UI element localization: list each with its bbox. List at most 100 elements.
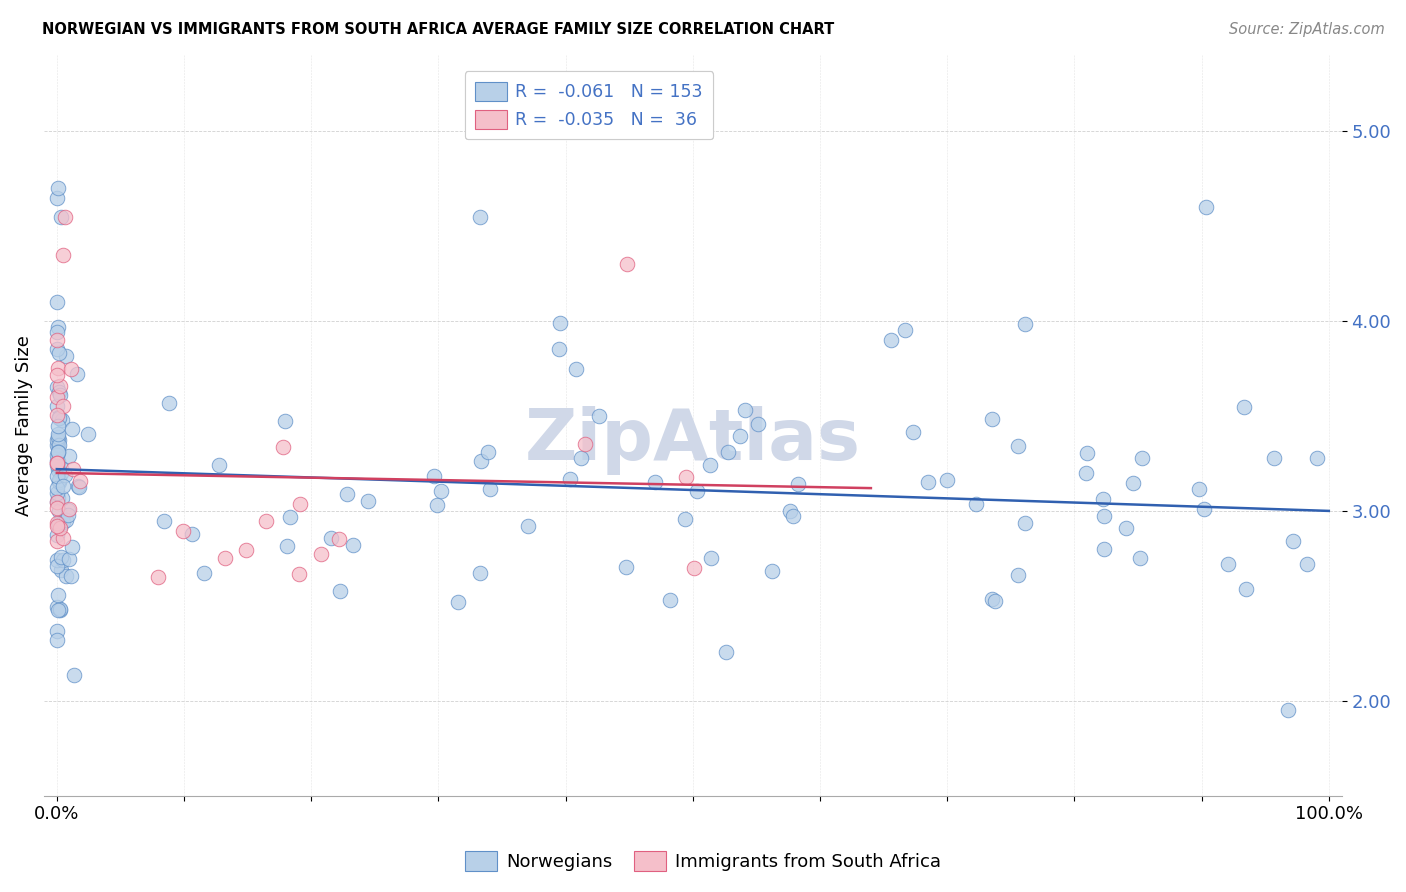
Point [45,368,67,382]
Point [1115,521,1137,535]
Point [46,380,69,394]
Point [981,411,1004,425]
Point [63,667,86,681]
Point [747,417,769,431]
Point [48,430,70,444]
Point [479,483,502,497]
Point [1092,492,1115,507]
Point [46,419,69,434]
Point [673,512,696,526]
Point [548,316,571,330]
Point [782,508,804,523]
Point [49,602,72,616]
Point [447,595,470,609]
Point [936,473,959,487]
Point [1076,446,1098,460]
Point [893,324,915,338]
Point [880,333,903,347]
Point [981,591,1004,606]
Point [699,551,721,566]
Point [319,531,342,545]
Point [468,566,491,581]
Point [214,551,236,566]
Point [52,478,75,492]
Point [588,409,610,424]
Point [46,633,69,648]
Point [46,458,69,472]
Point [273,440,295,454]
Legend: Norwegians, Immigrants from South Africa: Norwegians, Immigrants from South Africa [457,844,949,879]
Point [1233,401,1256,415]
Point [49,379,72,393]
Point [574,437,596,451]
Point [1306,450,1329,465]
Point [193,566,215,581]
Point [55,513,77,527]
Point [48,445,70,459]
Point [152,514,174,528]
Point [336,487,359,501]
Point [69,475,91,489]
Point [965,497,987,511]
Point [288,566,311,581]
Point [45,294,67,309]
Point [45,516,67,531]
Point [46,463,69,477]
Point [477,444,499,458]
Point [616,257,638,271]
Point [1076,466,1098,480]
Point [614,560,637,574]
Point [1192,501,1215,516]
Point [60,568,83,582]
Text: Source: ZipAtlas.com: Source: ZipAtlas.com [1229,22,1385,37]
Point [52,400,75,414]
Point [1263,451,1285,466]
Point [56,508,79,522]
Point [276,539,298,553]
Point [734,402,756,417]
Point [716,444,738,458]
Legend: R =  -0.061   N = 153, R =  -0.035   N =  36: R = -0.061 N = 153, R = -0.035 N = 36 [465,71,713,139]
Point [51,210,73,224]
Point [51,412,73,426]
Text: ZipAtlas: ZipAtlas [524,406,860,475]
Point [659,593,682,607]
Point [46,456,69,470]
Point [52,515,75,529]
Point [48,444,70,458]
Point [430,483,453,498]
Point [146,570,169,584]
Point [644,475,666,490]
Point [49,521,72,535]
Point [548,343,571,357]
Point [426,499,449,513]
Point [699,458,721,472]
Point [48,320,70,334]
Point [46,468,69,483]
Point [686,483,709,498]
Point [46,390,69,404]
Point [48,411,70,425]
Point [49,461,72,475]
Point [66,367,89,381]
Y-axis label: Average Family Size: Average Family Size [15,335,32,516]
Point [517,518,540,533]
Point [52,531,75,545]
Point [46,433,69,447]
Point [1130,451,1153,466]
Point [1195,200,1218,214]
Point [1282,534,1305,549]
Point [46,553,69,567]
Point [46,453,69,467]
Point [682,560,704,574]
Point [1122,475,1144,490]
Point [901,425,924,439]
Point [288,498,311,512]
Point [45,448,67,462]
Point [45,325,67,339]
Point [1092,509,1115,524]
Point [714,644,737,658]
Point [342,538,364,552]
Point [46,559,69,574]
Point [46,518,69,533]
